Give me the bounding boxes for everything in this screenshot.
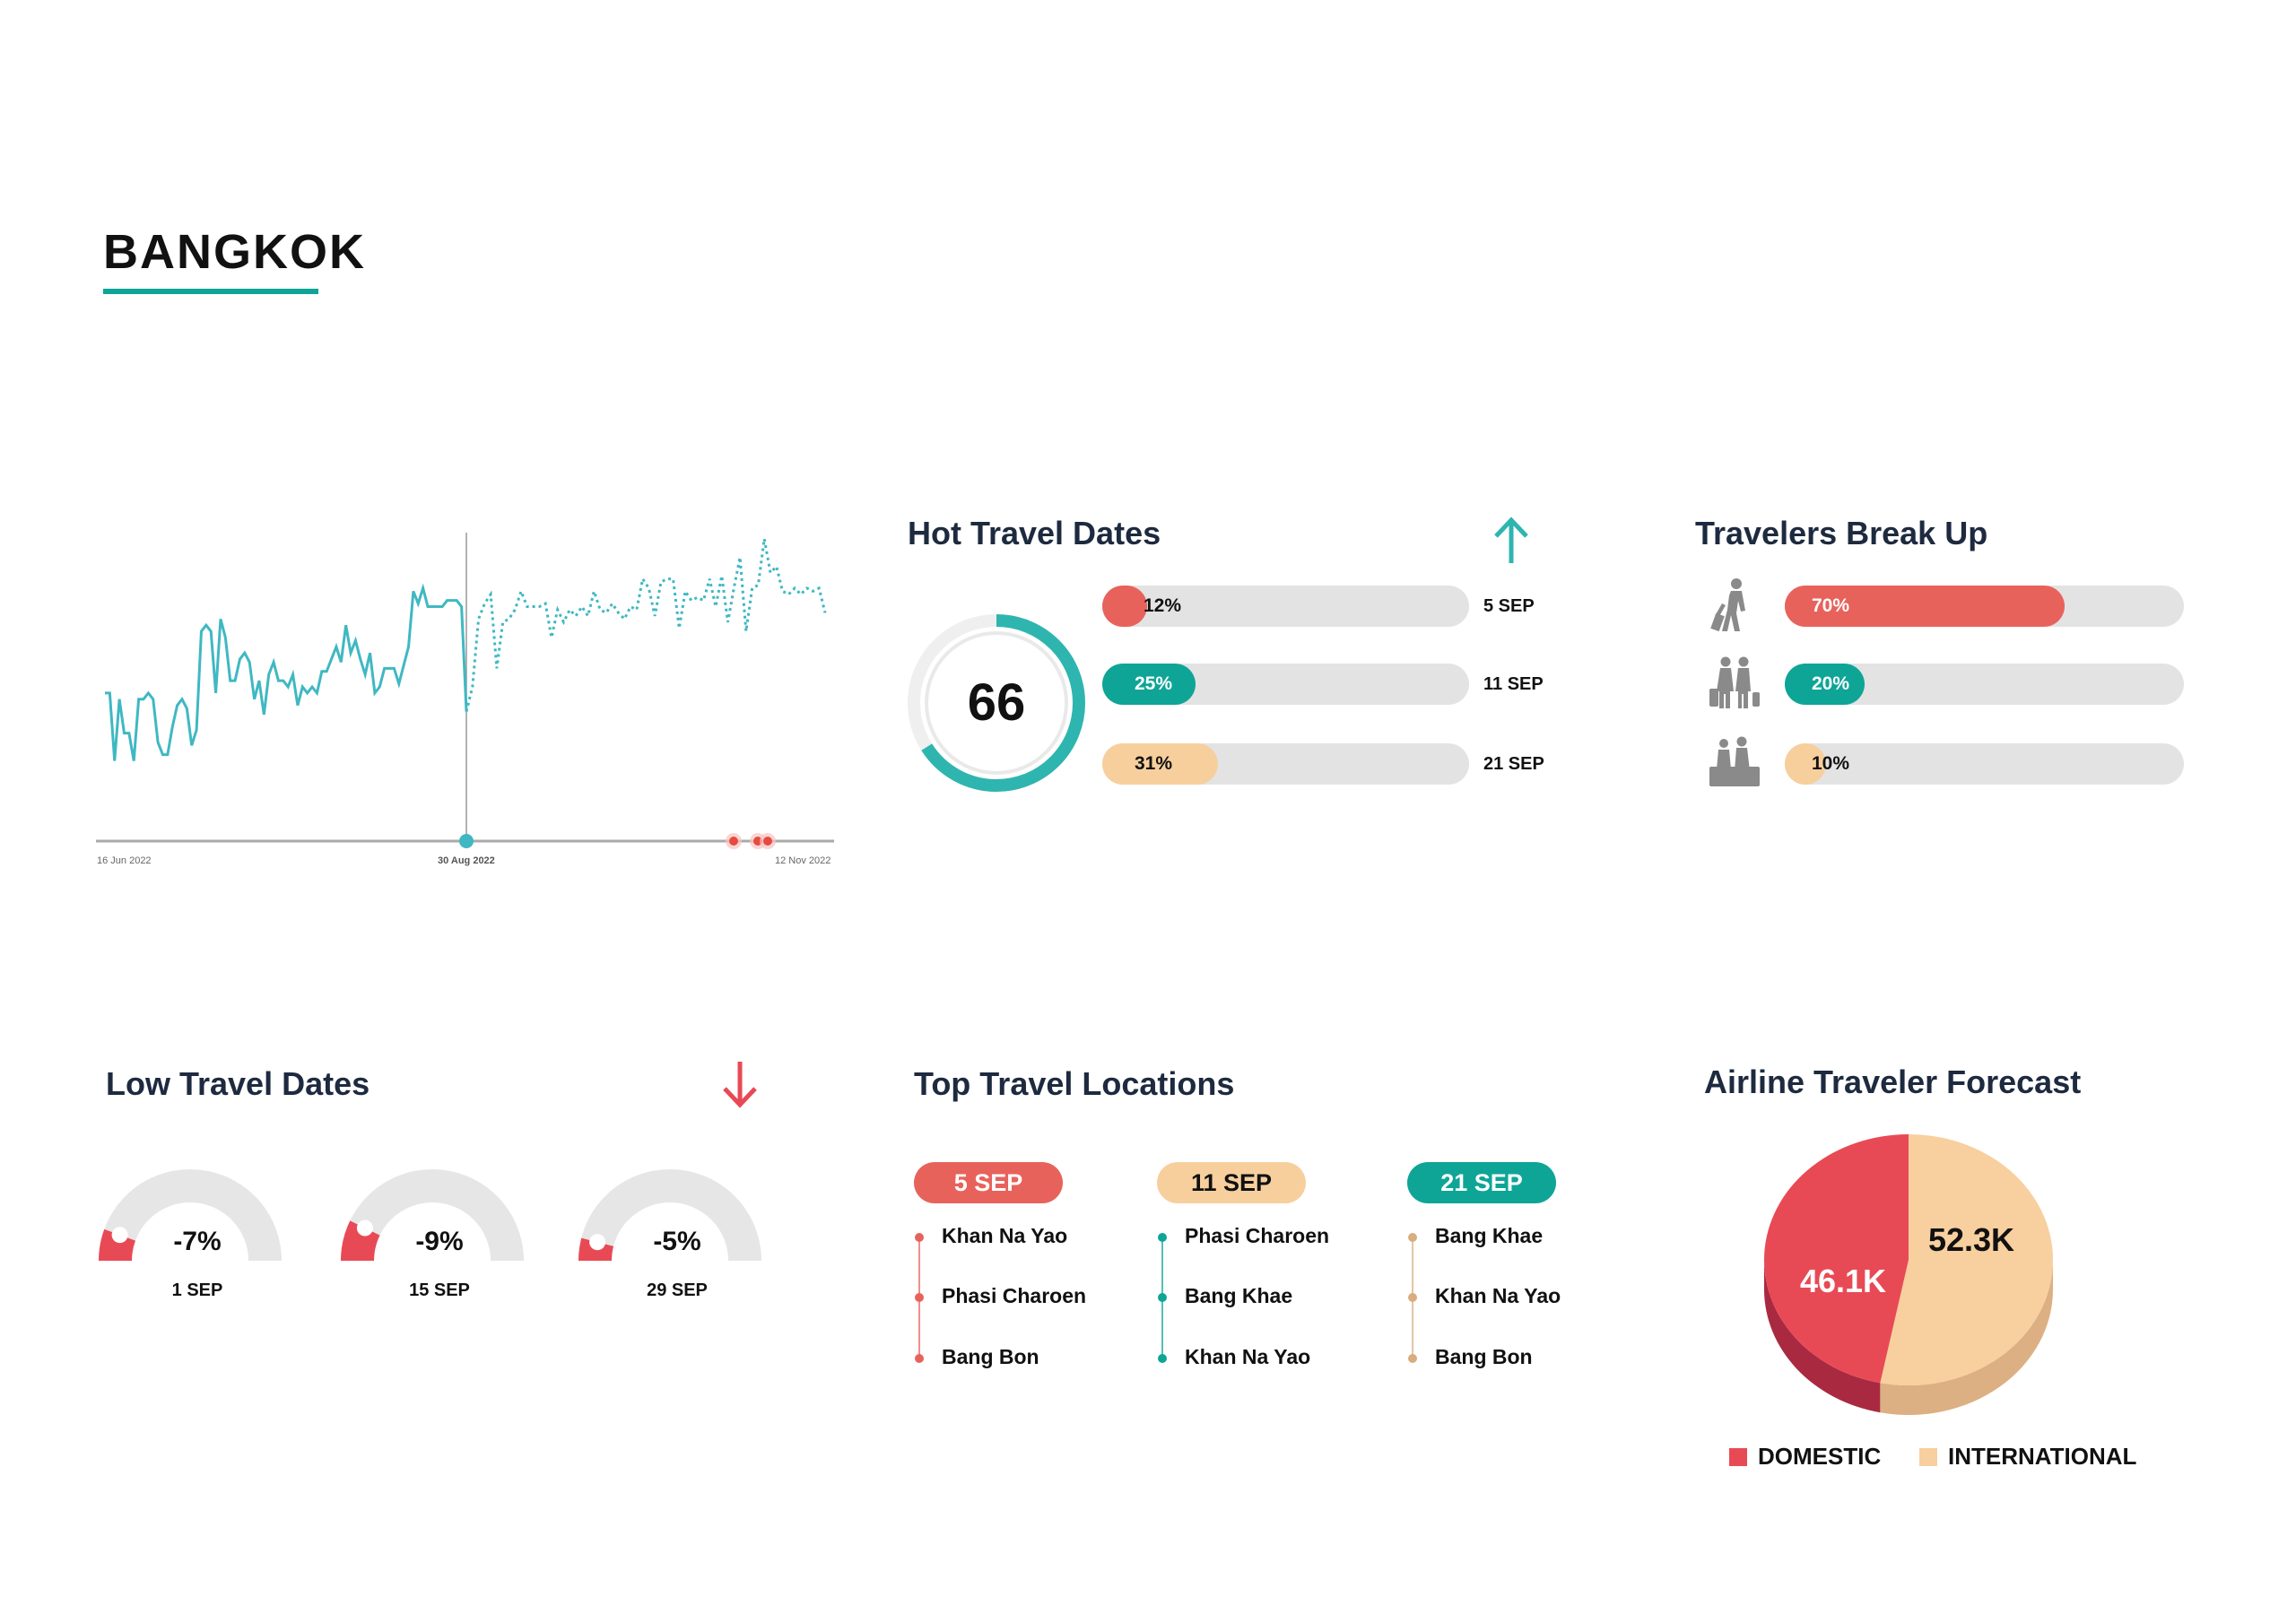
timeline-dot bbox=[1158, 1354, 1167, 1363]
traveler-bar-track: 10% bbox=[1785, 743, 2184, 785]
low-travel-title: Low Travel Dates bbox=[106, 1065, 370, 1102]
hot-date-bar-track: 25% bbox=[1102, 664, 1469, 705]
timeline-dot bbox=[1408, 1233, 1417, 1242]
gauge-date: 1 SEP bbox=[171, 1280, 223, 1300]
forecast-series-line bbox=[465, 538, 827, 712]
pie-chart: 52.3K 46.1K bbox=[1764, 1134, 2053, 1415]
location-item: Khan Na Yao bbox=[1185, 1345, 1311, 1368]
timeline-dot bbox=[915, 1354, 924, 1363]
arrow-up-icon bbox=[1494, 516, 1528, 563]
low-travel-gauge bbox=[578, 1169, 761, 1262]
legend-label: INTERNATIONAL bbox=[1948, 1443, 2137, 1470]
timeline-dot bbox=[915, 1293, 924, 1302]
location-item: Khan Na Yao bbox=[942, 1224, 1068, 1247]
gauge-date: 29 SEP bbox=[647, 1280, 708, 1300]
location-item: Bang Khae bbox=[1435, 1224, 1544, 1247]
top-locations-title: Top Travel Locations bbox=[914, 1065, 1235, 1102]
hot-travel-title: Hot Travel Dates bbox=[908, 515, 1161, 551]
legend-label: DOMESTIC bbox=[1758, 1443, 1882, 1470]
score-donut: 66 bbox=[908, 614, 1085, 792]
pie-title: Airline Traveler Forecast bbox=[1704, 1063, 2082, 1100]
timeline-dot bbox=[1158, 1293, 1167, 1302]
gauge-knob bbox=[589, 1234, 606, 1251]
hot-date-label: 5 SEP bbox=[1483, 596, 1535, 616]
score-arc bbox=[908, 614, 1085, 792]
couple-travelers-icon bbox=[1709, 656, 1760, 708]
title-underline bbox=[103, 289, 318, 294]
solo-traveler-icon bbox=[1710, 578, 1745, 632]
pie-side-domestic bbox=[1764, 1260, 1881, 1413]
traveler-bar-percent: 10% bbox=[1812, 753, 1850, 774]
pie-slice-international[interactable] bbox=[1880, 1134, 2053, 1385]
pie-label-domestic: 46.1K bbox=[1800, 1263, 1886, 1299]
gauge-percent: -9% bbox=[415, 1227, 464, 1256]
family-travelers-icon bbox=[1709, 736, 1760, 786]
x-tick-start: 16 Jun 2022 bbox=[97, 855, 152, 866]
gauge-percent: -7% bbox=[173, 1227, 222, 1256]
location-item: Phasi Charoen bbox=[1185, 1224, 1330, 1247]
timeline-dot bbox=[1408, 1293, 1417, 1302]
hot-date-bar-fill bbox=[1102, 664, 1196, 705]
hot-date-bar-track: 31% bbox=[1102, 743, 1469, 785]
hot-date-bar-percent: 12% bbox=[1144, 595, 1182, 616]
traveler-bar-percent: 70% bbox=[1812, 595, 1850, 616]
gauge-track bbox=[578, 1169, 761, 1262]
timeline-dot bbox=[1408, 1354, 1417, 1363]
trend-line-chart bbox=[96, 533, 834, 849]
hot-date-bar-fill bbox=[1102, 586, 1148, 627]
actual-series-line bbox=[105, 583, 468, 761]
gauge-knob bbox=[111, 1227, 128, 1244]
x-tick-highlight: 30 Aug 2022 bbox=[438, 855, 495, 866]
timeline-dot bbox=[915, 1233, 924, 1242]
alert-marker-dot[interactable] bbox=[729, 837, 738, 846]
gauge-knob bbox=[356, 1219, 373, 1237]
pie-side-international bbox=[1880, 1260, 2053, 1415]
pie-slice-domestic[interactable] bbox=[1764, 1134, 1909, 1384]
location-item: Bang Bon bbox=[942, 1345, 1039, 1368]
page-title: BANGKOK bbox=[103, 225, 366, 279]
hot-date-label: 21 SEP bbox=[1483, 754, 1544, 774]
legend-swatch-international bbox=[1919, 1447, 1937, 1466]
hot-date-bar-percent: 31% bbox=[1135, 753, 1173, 774]
score-value: 66 bbox=[968, 673, 1026, 732]
legend-international: INTERNATIONAL bbox=[1919, 1443, 2136, 1471]
traveler-bar-track: 20% bbox=[1785, 664, 2184, 705]
today-marker-dot[interactable] bbox=[459, 834, 474, 848]
traveler-bar-fill bbox=[1785, 743, 1826, 785]
gauge-date: 15 SEP bbox=[409, 1280, 470, 1300]
arrow-down-icon bbox=[723, 1062, 757, 1108]
location-date-pill: 5 SEP bbox=[914, 1162, 1063, 1203]
traveler-bar-fill bbox=[1785, 664, 1865, 705]
low-travel-gauge bbox=[99, 1169, 282, 1262]
low-travel-gauge bbox=[341, 1169, 524, 1262]
gauge-percent: -5% bbox=[653, 1227, 701, 1256]
traveler-bar-track: 70% bbox=[1785, 586, 2184, 627]
hot-date-bar-percent: 25% bbox=[1135, 673, 1173, 694]
x-tick-end: 12 Nov 2022 bbox=[775, 855, 831, 866]
legend-swatch-domestic bbox=[1729, 1447, 1747, 1466]
legend-domestic: DOMESTIC bbox=[1729, 1443, 1881, 1471]
hot-date-bar-track: 12% bbox=[1102, 586, 1469, 627]
location-date-pill: 21 SEP bbox=[1407, 1162, 1556, 1203]
traveler-bar-percent: 20% bbox=[1812, 673, 1850, 694]
location-date-pill: 11 SEP bbox=[1157, 1162, 1306, 1203]
location-item: Phasi Charoen bbox=[942, 1284, 1087, 1307]
alert-marker-dot[interactable] bbox=[763, 837, 772, 846]
traveler-bar-fill bbox=[1785, 586, 2065, 627]
timeline-dot bbox=[1158, 1233, 1167, 1242]
location-item: Khan Na Yao bbox=[1435, 1284, 1561, 1307]
hot-date-bar-fill bbox=[1102, 743, 1219, 785]
gauge-track bbox=[99, 1169, 282, 1262]
pie-label-international: 52.3K bbox=[1928, 1221, 2014, 1258]
hot-date-label: 11 SEP bbox=[1483, 674, 1544, 694]
location-item: Bang Bon bbox=[1435, 1345, 1533, 1368]
location-item: Bang Khae bbox=[1185, 1284, 1293, 1307]
travelers-title: Travelers Break Up bbox=[1695, 515, 1988, 551]
